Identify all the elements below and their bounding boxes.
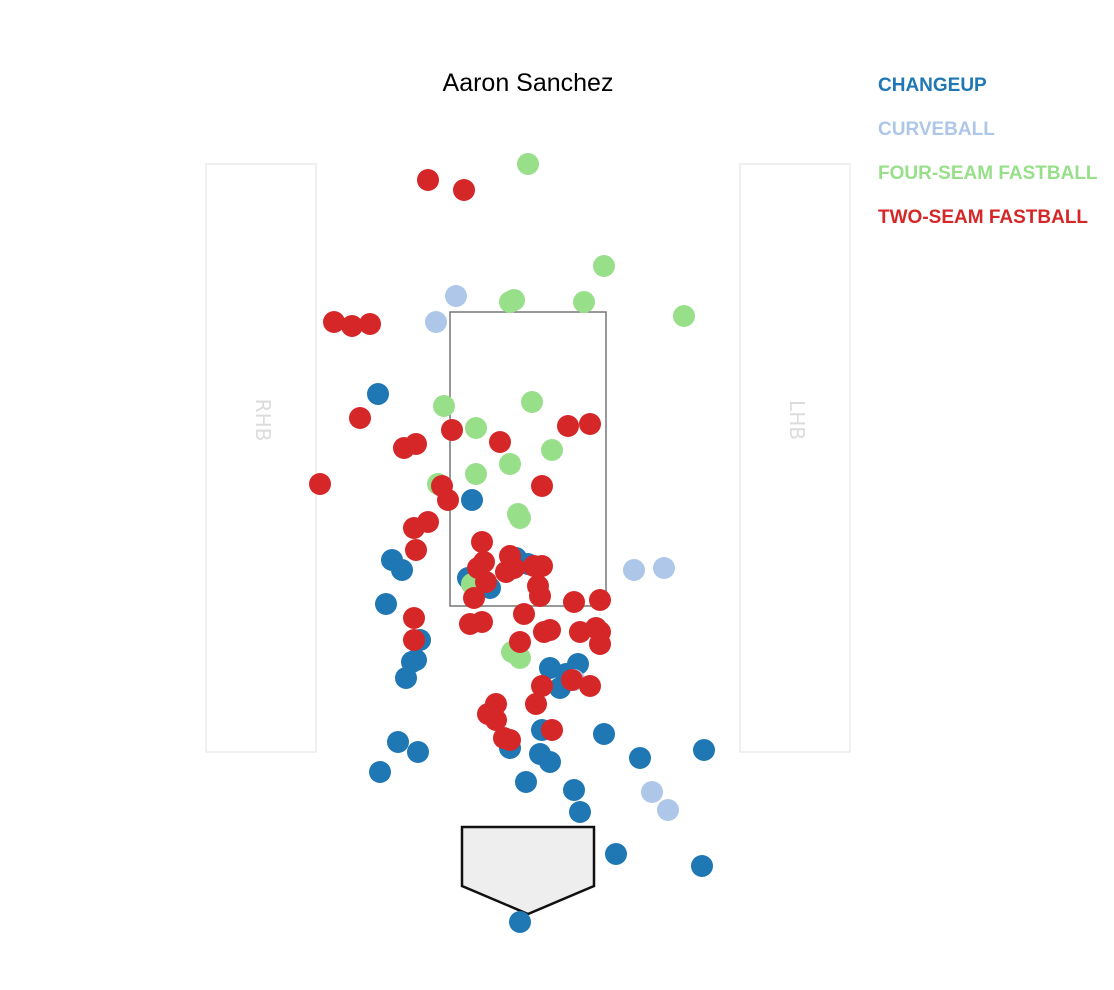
legend-item-two-seam-fastball: TWO-SEAM FASTBALL [878,207,1088,228]
two-seam-fastball-pitch-point [453,179,475,201]
changeup-pitch-point [515,771,537,793]
curveball-pitch-point [445,285,467,307]
legend-item-four-seam-fastball: FOUR-SEAM FASTBALL [878,163,1098,184]
legend-item-changeup: CHANGEUP [878,75,987,96]
changeup-pitch-point [605,843,627,865]
changeup-pitch-point [629,747,651,769]
two-seam-fastball-pitch-point [541,719,563,741]
two-seam-fastball-pitch-point [477,703,499,725]
two-seam-fastball-pitch-point [561,669,583,691]
four-seam-fastball-pitch-point [509,647,531,669]
four-seam-fastball-pitch-point [433,395,455,417]
two-seam-fastball-pitch-point [531,555,553,577]
changeup-pitch-point [395,667,417,689]
two-seam-fastball-pitch-point [533,621,555,643]
changeup-pitch-point [405,649,427,671]
two-seam-fastball-pitch-point [403,629,425,651]
two-seam-fastball-pitch-point [563,591,585,613]
changeup-pitch-point [563,779,585,801]
curveball-pitch-point [657,799,679,821]
changeup-pitch-point [691,855,713,877]
lhb-label: LHB [785,400,809,440]
rhb-label: RHB [251,399,275,442]
legend: CHANGEUP CURVEBALL FOUR-SEAM FASTBALL TWO-S… [878,75,1098,228]
changeup-pitch-point [693,739,715,761]
two-seam-fastball-pitch-point [393,437,415,459]
two-seam-fastball-pitch-point [531,675,553,697]
curveball-pitch-point [623,559,645,581]
changeup-pitch-point [367,383,389,405]
chart-title: Aaron Sanchez [443,69,614,97]
four-seam-fastball-pitch-point [573,291,595,313]
two-seam-fastball-pitch-point [525,693,547,715]
two-seam-fastball-pitch-point [557,415,579,437]
two-seam-fastball-pitch-point [589,589,611,611]
two-seam-fastball-pitch-point [531,475,553,497]
two-seam-fastball-pitch-point [341,315,363,337]
four-seam-fastball-pitch-point [673,305,695,327]
changeup-pitch-point [461,489,483,511]
two-seam-fastball-pitch-point [493,727,515,749]
two-seam-fastball-pitch-point [473,551,495,573]
two-seam-fastball-pitch-point [359,313,381,335]
changeup-pitch-point [407,741,429,763]
changeup-pitch-point [375,593,397,615]
home-plate [460,825,596,916]
two-seam-fastball-pitch-point [323,311,345,333]
changeup-pitch-point [387,731,409,753]
two-seam-fastball-pitch-point [471,611,493,633]
two-seam-fastball-pitch-point [463,587,485,609]
two-seam-fastball-pitch-point [349,407,371,429]
two-seam-fastball-pitch-point [405,539,427,561]
two-seam-fastball-pitch-point [579,413,601,435]
two-seam-fastball-pitch-point [309,473,331,495]
legend-item-curveball: CURVEBALL [878,119,995,140]
four-seam-fastball-pitch-point [517,153,539,175]
rhb-batter-box [205,163,317,753]
two-seam-fastball-pitch-point [503,557,525,579]
two-seam-fastball-pitch-point [579,675,601,697]
four-seam-fastball-pitch-point [521,391,543,413]
changeup-pitch-point [509,911,531,933]
pitch-points [309,153,715,933]
two-seam-fastball-pitch-point [475,571,497,593]
changeup-pitch-point [369,761,391,783]
changeup-pitch-point [391,559,413,581]
lhb-batter-box [739,163,851,753]
two-seam-fastball-pitch-point [417,169,439,191]
four-seam-fastball-pitch-point [499,291,521,313]
two-seam-fastball-pitch-point [403,607,425,629]
four-seam-fastball-pitch-point [465,463,487,485]
four-seam-fastball-pitch-point [499,453,521,475]
changeup-pitch-point [539,751,561,773]
curveball-pitch-point [425,311,447,333]
two-seam-fastball-pitch-point [513,603,535,625]
four-seam-fastball-pitch-point [465,417,487,439]
two-seam-fastball-pitch-point [489,431,511,453]
curveball-pitch-point [641,781,663,803]
curveball-pitch-point [653,557,675,579]
changeup-pitch-point [593,723,615,745]
four-seam-fastball-pitch-point [593,255,615,277]
changeup-pitch-point [569,801,591,823]
two-seam-fastball-pitch-point [441,419,463,441]
two-seam-fastball-pitch-point [529,585,551,607]
four-seam-fastball-pitch-point [509,507,531,529]
two-seam-fastball-pitch-point [585,617,607,639]
two-seam-fastball-pitch-point [471,531,493,553]
four-seam-fastball-pitch-point [541,439,563,461]
two-seam-fastball-pitch-point [509,631,531,653]
two-seam-fastball-pitch-point [431,475,453,497]
two-seam-fastball-pitch-point [417,511,439,533]
